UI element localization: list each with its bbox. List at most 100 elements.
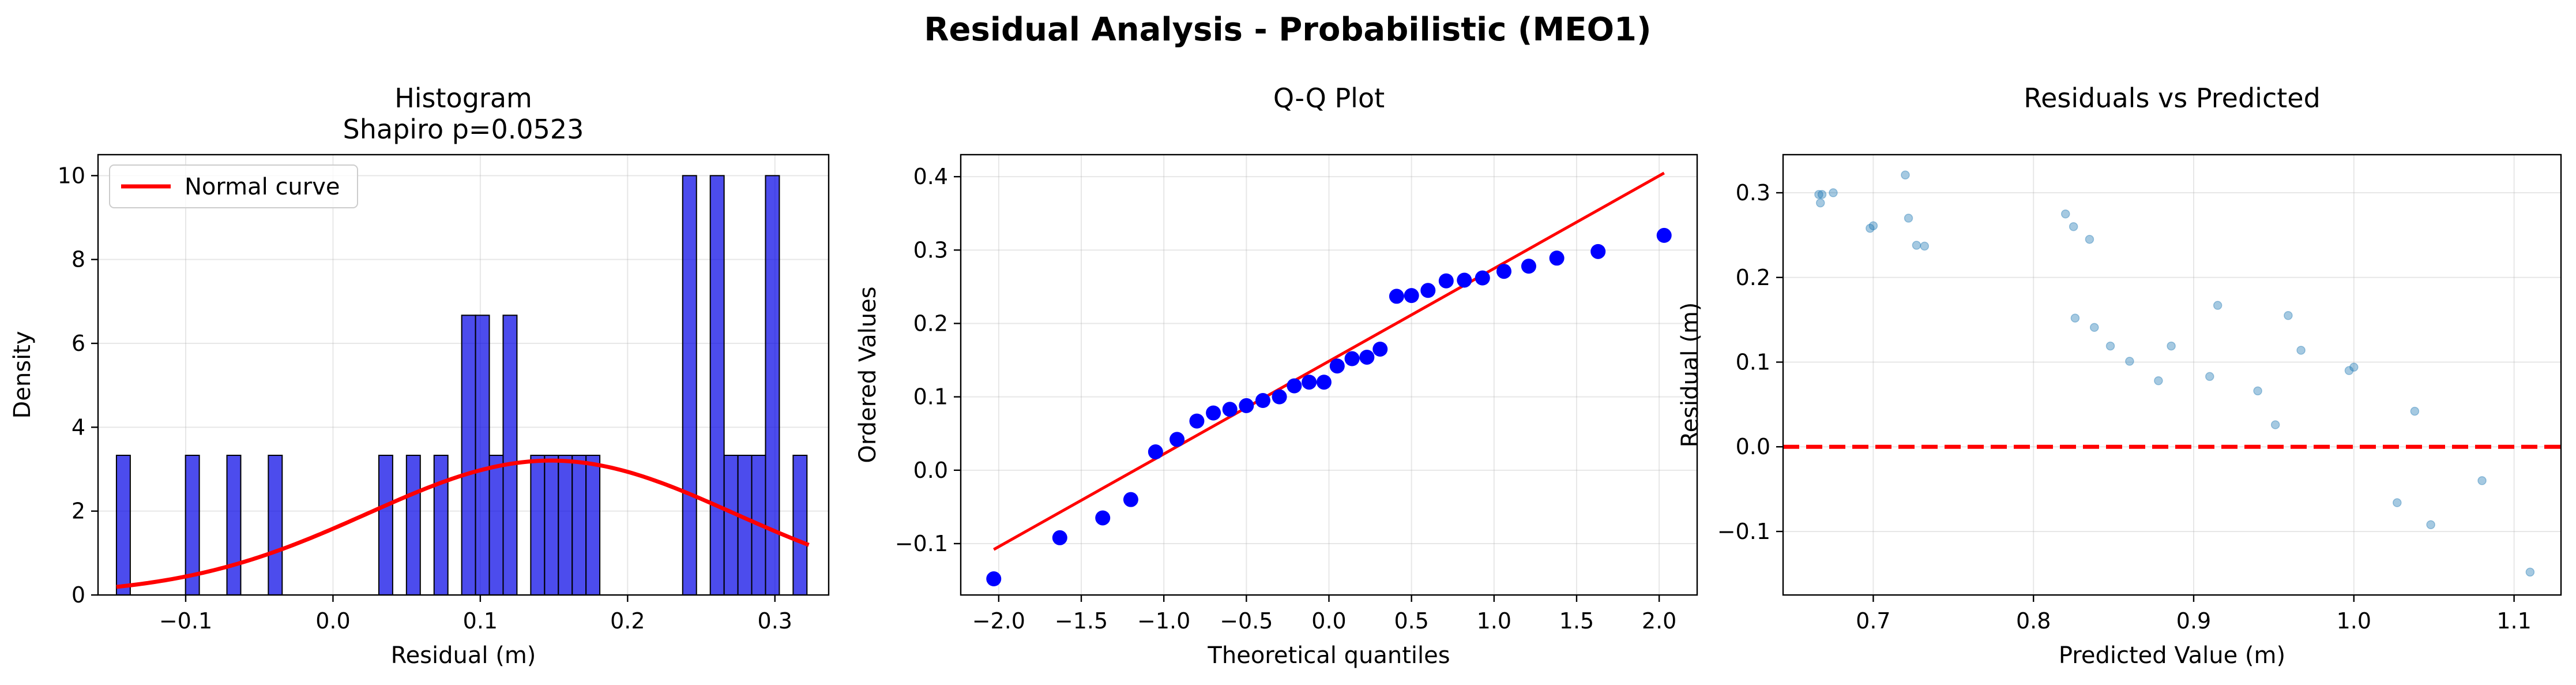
histogram-bar	[544, 455, 559, 596]
residual-point	[1901, 170, 1910, 179]
x-tick-label: 1.1	[2496, 608, 2531, 634]
histogram-bar	[268, 455, 283, 596]
qq-point	[1496, 264, 1512, 279]
residual-point	[1912, 241, 1921, 250]
qq-point	[1255, 393, 1270, 409]
axes-frame	[97, 154, 830, 596]
residual-point	[2205, 372, 2214, 381]
histogram-bar	[558, 455, 573, 596]
qq-point	[1438, 273, 1454, 289]
x-tick-label: 1.5	[1559, 608, 1594, 634]
histogram-bar	[737, 455, 753, 596]
qq-fit-line	[993, 171, 1665, 551]
residuals-vs-predicted-panel: 0.7 0.8 0.9 1.0 1.1 −0.1 0.0 0.1 0.2 0.3 Predicted…	[1677, 83, 2562, 669]
y-tick-label: 0.2	[1736, 265, 1770, 290]
qq-point	[1344, 351, 1360, 366]
y-tick-label: 2	[72, 499, 85, 524]
qq-point	[1148, 444, 1163, 460]
x-axis-label: Predicted Value (m)	[2059, 642, 2285, 669]
y-tick-label: 0.3	[1736, 180, 1770, 205]
x-tick-label: 0.2	[610, 608, 645, 634]
legend: Normal curve	[109, 164, 358, 208]
panel-subtitle: Shapiro p=0.0523	[343, 114, 584, 145]
residual-point	[2296, 346, 2306, 355]
x-tick-label: 0.3	[758, 608, 792, 634]
residual-point	[2525, 567, 2535, 577]
y-tick-label: 0.3	[913, 237, 948, 263]
qq-point	[1272, 389, 1287, 405]
residual-point	[2154, 376, 2163, 385]
x-tick-label: −0.1	[159, 608, 212, 634]
y-tick-label: 0.0	[913, 458, 948, 483]
histogram-bar	[792, 455, 808, 596]
qq-point	[1389, 289, 1404, 304]
residual-point	[2344, 366, 2354, 375]
residual-point	[2125, 357, 2134, 366]
y-tick-label: 8	[72, 247, 85, 272]
y-tick-label: 0.1	[913, 384, 948, 410]
residual-point	[2410, 406, 2420, 416]
residual-point	[2090, 323, 2099, 332]
residual-point	[1815, 198, 1825, 208]
x-tick-label: 1.0	[1477, 608, 1511, 634]
histogram-bar	[115, 455, 131, 596]
x-tick-label: 0.8	[2016, 608, 2051, 634]
residual-point	[1829, 188, 1838, 197]
qq-point	[1222, 402, 1238, 417]
qq-point	[1169, 432, 1185, 447]
residual-point	[2477, 476, 2487, 485]
legend-box	[109, 164, 358, 208]
y-tick-label: 0.2	[913, 310, 948, 336]
qq-plot-panel: −2.0 −1.5 −1.0 −0.5 0.0 0.5 1.0 1.5 2.0 −0.1 0.0 0.…	[855, 83, 1698, 669]
qq-point	[1316, 375, 1332, 390]
residual-point	[2349, 362, 2359, 372]
qq-point	[1329, 358, 1345, 374]
x-tick-label: 0.1	[463, 608, 498, 634]
qq-point	[986, 571, 1002, 587]
qq-point	[1302, 375, 1317, 390]
x-tick-label: 0.5	[1394, 608, 1428, 634]
residual-point	[1904, 214, 1913, 223]
qq-point	[1372, 341, 1388, 357]
y-tick-label: 4	[72, 414, 85, 440]
residual-point	[2270, 420, 2280, 429]
residual-point	[1814, 190, 1823, 199]
x-tick-label: 0.9	[2176, 608, 2211, 634]
x-tick-label: 2.0	[1642, 608, 1676, 634]
y-tick-label: 0.1	[1736, 349, 1770, 375]
y-tick-label: 0	[72, 582, 85, 608]
residual-point	[2426, 520, 2435, 529]
residual-point	[1868, 221, 1878, 231]
residual-point	[2253, 386, 2262, 396]
histogram-bar	[530, 455, 546, 596]
y-tick-label: 0.4	[913, 164, 948, 189]
y-tick-label: −0.1	[1717, 519, 1770, 544]
panel-title: Q-Q Plot	[1273, 83, 1385, 114]
histogram-bar	[405, 455, 421, 596]
residual-point	[2085, 234, 2094, 244]
histogram-bar	[461, 315, 476, 596]
y-axis-label: Density	[9, 331, 36, 418]
histogram-bar	[571, 455, 587, 596]
legend-label: Normal curve	[185, 174, 340, 200]
residual-point	[2061, 209, 2070, 219]
qq-point	[1475, 270, 1490, 286]
histogram-panel: −0.1 0.0 0.1 0.2 0.3 0 2 4 6 8 10 Residual (m) Densi…	[9, 83, 830, 669]
qq-point	[1359, 349, 1375, 365]
figure-suptitle: Residual Analysis - Probabilistic (MEO1)	[924, 11, 1651, 48]
residual-point	[2070, 313, 2080, 323]
qq-point	[1420, 283, 1436, 298]
qq-point	[1549, 250, 1565, 266]
qq-point	[1052, 530, 1067, 545]
x-tick-label: −1.5	[1055, 608, 1108, 634]
x-tick-label: −1.0	[1137, 608, 1190, 634]
histogram-bar	[502, 315, 518, 596]
y-tick-label: −0.1	[895, 531, 948, 556]
x-tick-label: 0.0	[315, 608, 350, 634]
residual-point	[1920, 241, 1930, 251]
residual-point	[2284, 311, 2293, 320]
histogram-bar	[488, 455, 504, 596]
qq-point	[1590, 244, 1606, 259]
y-tick-label: 0.0	[1736, 434, 1770, 459]
